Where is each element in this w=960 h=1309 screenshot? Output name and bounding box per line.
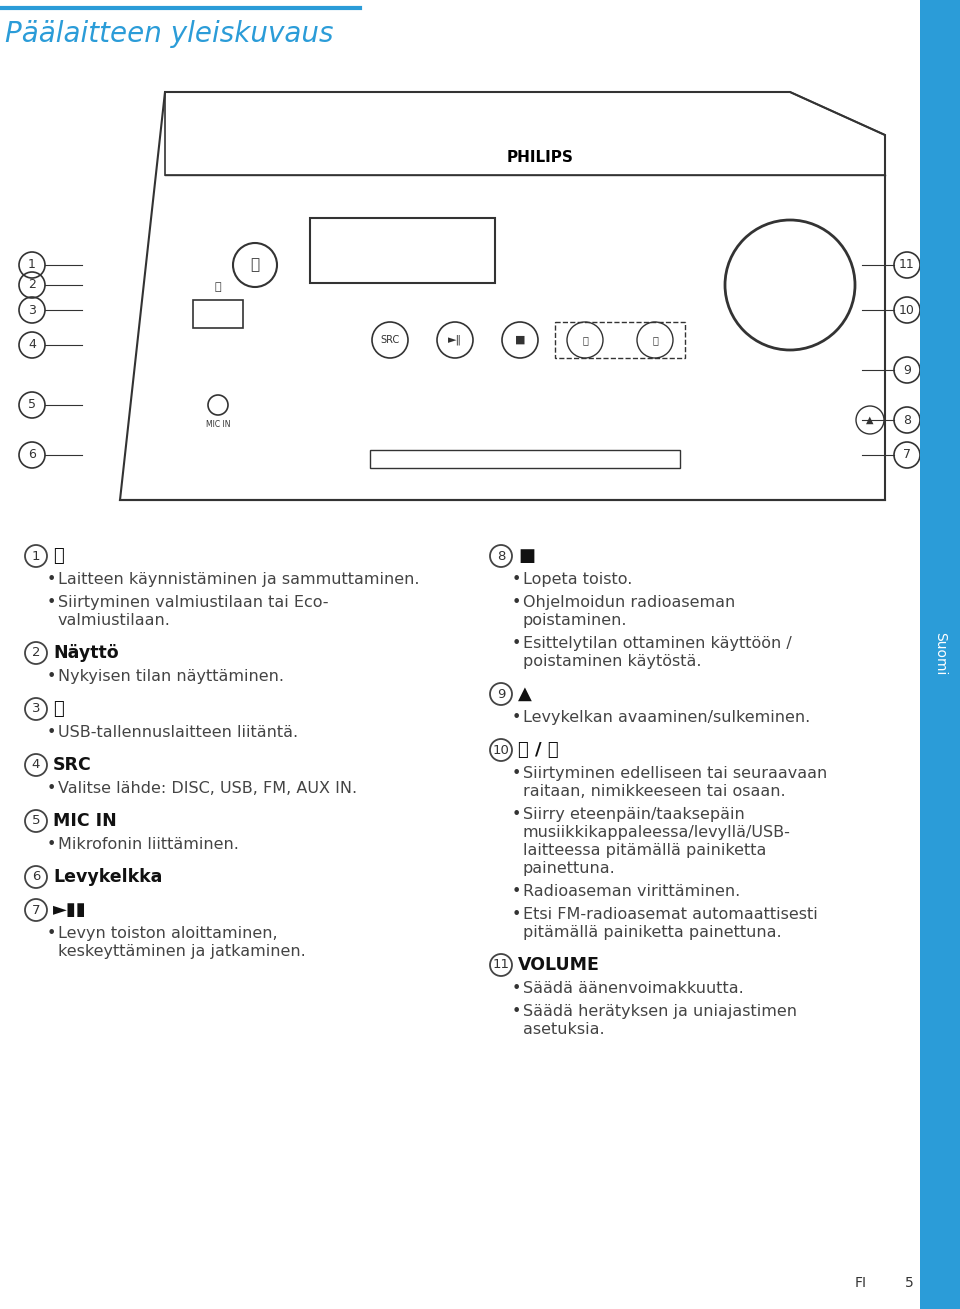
Text: ▲: ▲	[866, 415, 874, 425]
Text: •: •	[512, 572, 521, 586]
Text: 3: 3	[28, 304, 36, 317]
Text: 1: 1	[28, 258, 36, 271]
Text: 7: 7	[903, 449, 911, 462]
Bar	[555, 322, 685, 357]
Text: ⏻: ⏻	[251, 258, 259, 272]
Text: Päälaitteen yleiskuvaus: Päälaitteen yleiskuvaus	[5, 20, 333, 48]
Text: •: •	[47, 669, 57, 685]
Text: Näyttö: Näyttö	[53, 644, 119, 662]
Text: •: •	[47, 596, 57, 610]
Text: ►▮▮: ►▮▮	[53, 901, 86, 919]
Bar	[370, 450, 680, 469]
Text: •: •	[47, 781, 57, 796]
Text: 8: 8	[497, 550, 505, 563]
Text: Siirry eteenpäin/taaksepäin: Siirry eteenpäin/taaksepäin	[523, 808, 745, 822]
Text: FI: FI	[855, 1276, 867, 1289]
Text: •: •	[47, 836, 57, 852]
Text: Etsi FM-radioasemat automaattisesti: Etsi FM-radioasemat automaattisesti	[523, 907, 818, 922]
Text: 7: 7	[32, 903, 40, 916]
Text: pitämällä painiketta painettuna.: pitämällä painiketta painettuna.	[523, 925, 781, 940]
Text: asetuksia.: asetuksia.	[523, 1022, 605, 1037]
Text: 10: 10	[492, 744, 510, 757]
Text: •: •	[512, 980, 521, 996]
Text: Siirtyminen valmiustilaan tai Eco-: Siirtyminen valmiustilaan tai Eco-	[58, 596, 328, 610]
Text: 11: 11	[492, 958, 510, 971]
Text: 4: 4	[32, 758, 40, 771]
Text: Esittelytilan ottaminen käyttöön /: Esittelytilan ottaminen käyttöön /	[523, 636, 792, 651]
Text: Suomi: Suomi	[933, 632, 947, 675]
Text: 10: 10	[900, 304, 915, 317]
Text: •: •	[512, 907, 521, 922]
Text: ⏻: ⏻	[53, 547, 63, 565]
Text: •: •	[47, 572, 57, 586]
Text: •: •	[47, 725, 57, 740]
Text: 8: 8	[903, 414, 911, 427]
Text: Mikrofonin liittäminen.: Mikrofonin liittäminen.	[58, 836, 239, 852]
Text: raitaan, nimikkeeseen tai osaan.: raitaan, nimikkeeseen tai osaan.	[523, 784, 785, 798]
Text: PHILIPS: PHILIPS	[507, 151, 573, 165]
Text: SRC: SRC	[380, 335, 399, 346]
Text: •: •	[47, 925, 57, 941]
Bar	[193, 300, 243, 329]
Text: laitteessa pitämällä painiketta: laitteessa pitämällä painiketta	[523, 843, 766, 857]
Bar	[310, 219, 495, 283]
Text: USB-tallennuslaitteen liitäntä.: USB-tallennuslaitteen liitäntä.	[58, 725, 299, 740]
Text: Levykelkka: Levykelkka	[53, 868, 162, 886]
Text: 4: 4	[28, 339, 36, 352]
Text: •: •	[512, 884, 521, 899]
Text: •: •	[512, 709, 521, 725]
Text: poistaminen.: poistaminen.	[523, 613, 628, 628]
Text: Levykelkan avaaminen/sulkeminen.: Levykelkan avaaminen/sulkeminen.	[523, 709, 810, 725]
Text: Lopeta toisto.: Lopeta toisto.	[523, 572, 633, 586]
Text: •: •	[512, 766, 521, 781]
Text: Siirtyminen edelliseen tai seuraavaan: Siirtyminen edelliseen tai seuraavaan	[523, 766, 828, 781]
Text: ⏮ / ⏭: ⏮ / ⏭	[518, 741, 559, 759]
Text: Säädä herätyksen ja uniajastimen: Säädä herätyksen ja uniajastimen	[523, 1004, 797, 1018]
Text: VOLUME: VOLUME	[518, 956, 600, 974]
Text: 5: 5	[28, 398, 36, 411]
Text: MIC IN: MIC IN	[205, 420, 230, 429]
Text: 9: 9	[497, 687, 505, 700]
Text: ⭧: ⭧	[215, 281, 222, 292]
Text: 5: 5	[905, 1276, 914, 1289]
Text: musiikkikappaleessa/levyllä/USB-: musiikkikappaleessa/levyllä/USB-	[523, 825, 791, 840]
Text: ⏭: ⏭	[652, 335, 658, 346]
Text: ⭧: ⭧	[53, 700, 63, 719]
Text: Radioaseman virittäminen.: Radioaseman virittäminen.	[523, 884, 740, 899]
Text: Ohjelmoidun radioaseman: Ohjelmoidun radioaseman	[523, 596, 735, 610]
Bar	[920, 0, 960, 1309]
Text: •: •	[512, 1004, 521, 1018]
Text: 2: 2	[28, 279, 36, 292]
Text: Valitse lähde: DISC, USB, FM, AUX IN.: Valitse lähde: DISC, USB, FM, AUX IN.	[58, 781, 357, 796]
Text: 5: 5	[32, 814, 40, 827]
Text: Nykyisen tilan näyttäminen.: Nykyisen tilan näyttäminen.	[58, 669, 284, 685]
Text: •: •	[512, 636, 521, 651]
Text: Levyn toiston aloittaminen,: Levyn toiston aloittaminen,	[58, 925, 277, 941]
Text: ▲: ▲	[518, 685, 532, 703]
Text: SRC: SRC	[53, 757, 92, 774]
Text: keskeyttäminen ja jatkaminen.: keskeyttäminen ja jatkaminen.	[58, 944, 305, 959]
Text: 2: 2	[32, 647, 40, 660]
Text: painettuna.: painettuna.	[523, 861, 615, 876]
Text: •: •	[512, 808, 521, 822]
Text: •: •	[512, 596, 521, 610]
Text: Laitteen käynnistäminen ja sammuttaminen.: Laitteen käynnistäminen ja sammuttaminen…	[58, 572, 420, 586]
Text: 3: 3	[32, 703, 40, 716]
Text: ⏮: ⏮	[582, 335, 588, 346]
Text: MIC IN: MIC IN	[53, 812, 117, 830]
Text: ■: ■	[518, 547, 535, 565]
Text: 6: 6	[32, 870, 40, 884]
Text: Säädä äänenvoimakkuutta.: Säädä äänenvoimakkuutta.	[523, 980, 744, 996]
Text: ►‖: ►‖	[448, 335, 462, 346]
Text: 1: 1	[32, 550, 40, 563]
Text: ■: ■	[515, 335, 525, 346]
Text: 6: 6	[28, 449, 36, 462]
Text: 9: 9	[903, 364, 911, 377]
Text: poistaminen käytöstä.: poistaminen käytöstä.	[523, 654, 702, 669]
Text: 11: 11	[900, 258, 915, 271]
Text: valmiustilaan.: valmiustilaan.	[58, 613, 171, 628]
